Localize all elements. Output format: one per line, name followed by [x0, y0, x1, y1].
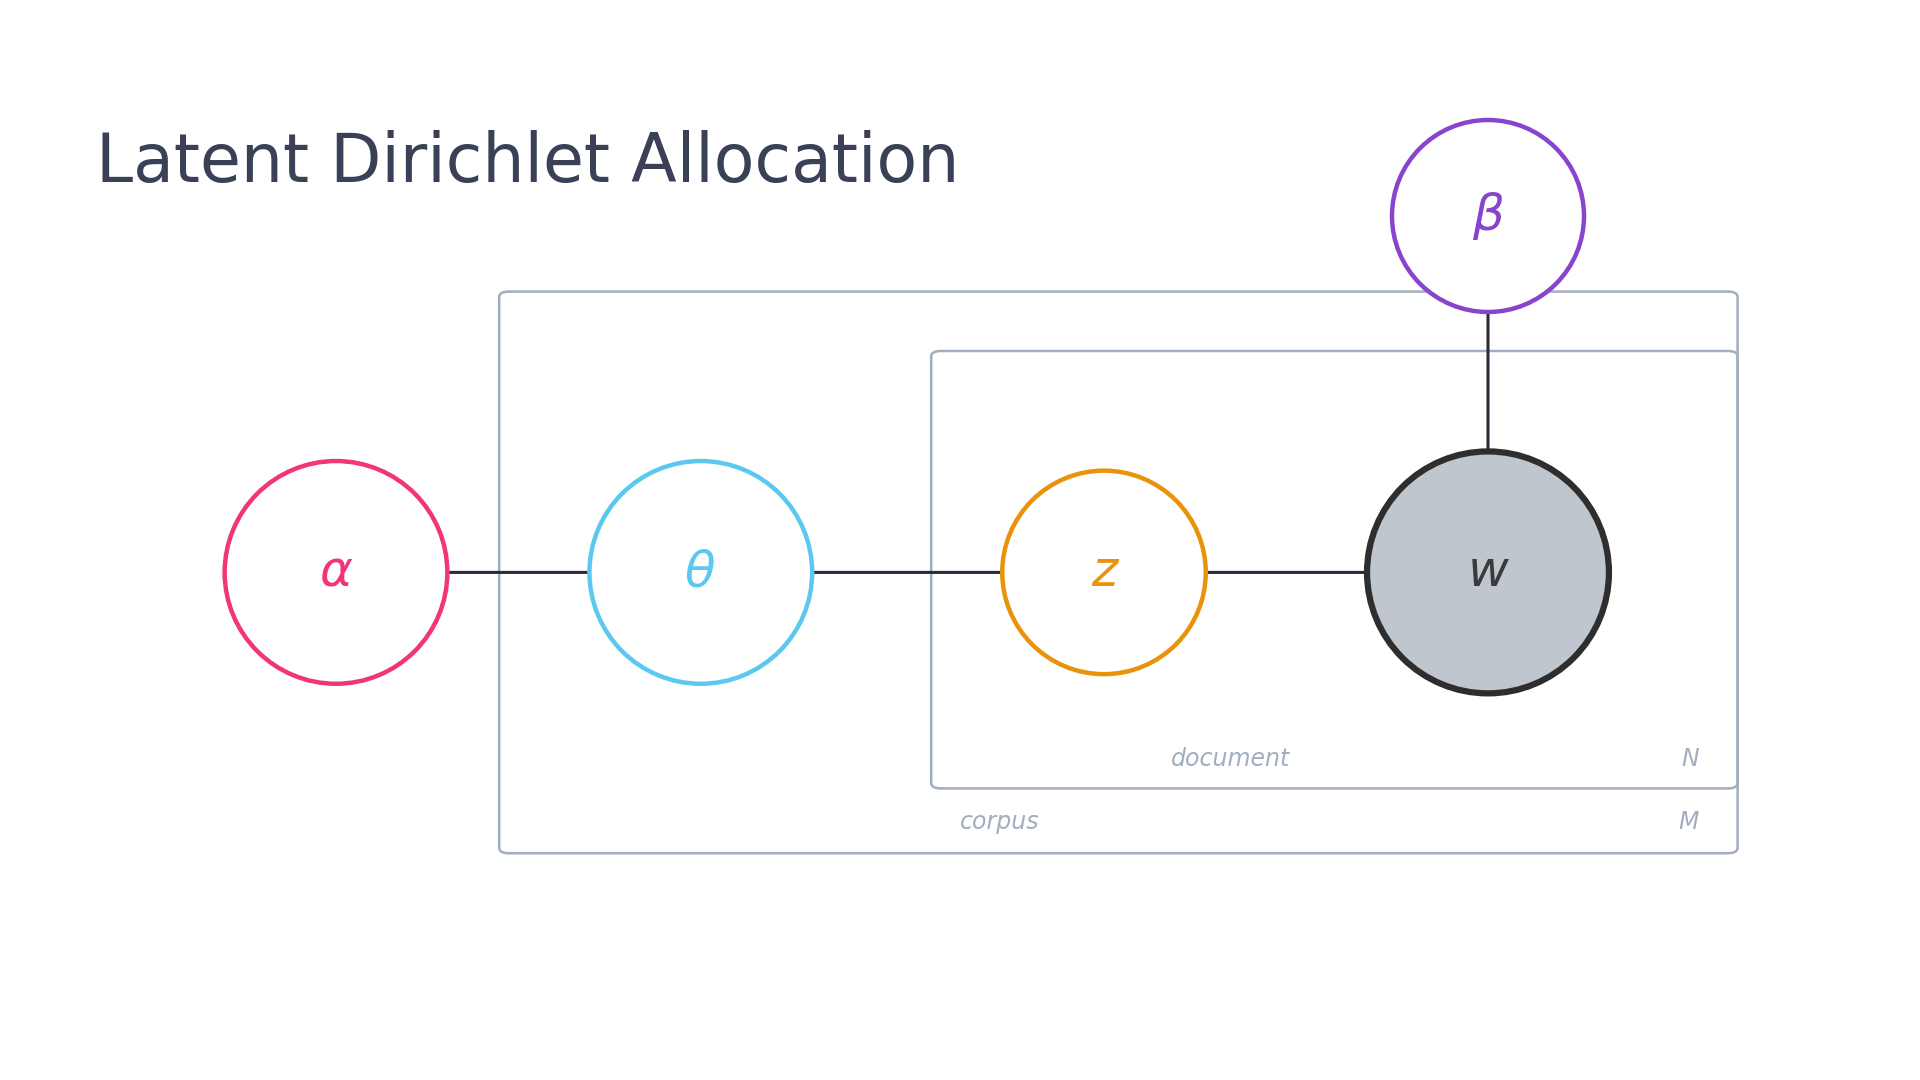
Text: Latent Dirichlet Allocation: Latent Dirichlet Allocation — [96, 130, 960, 195]
Ellipse shape — [589, 461, 812, 684]
Text: document: document — [1171, 747, 1290, 771]
Ellipse shape — [1392, 120, 1584, 312]
Ellipse shape — [225, 461, 447, 684]
Ellipse shape — [1002, 471, 1206, 674]
Text: z: z — [1091, 549, 1117, 596]
Text: M: M — [1678, 810, 1699, 834]
Text: θ: θ — [685, 549, 716, 596]
Text: w: w — [1467, 549, 1509, 596]
Text: α: α — [319, 549, 353, 596]
Text: β: β — [1473, 192, 1503, 240]
Text: N: N — [1682, 747, 1699, 771]
Ellipse shape — [1367, 451, 1609, 693]
Text: corpus: corpus — [960, 810, 1039, 834]
